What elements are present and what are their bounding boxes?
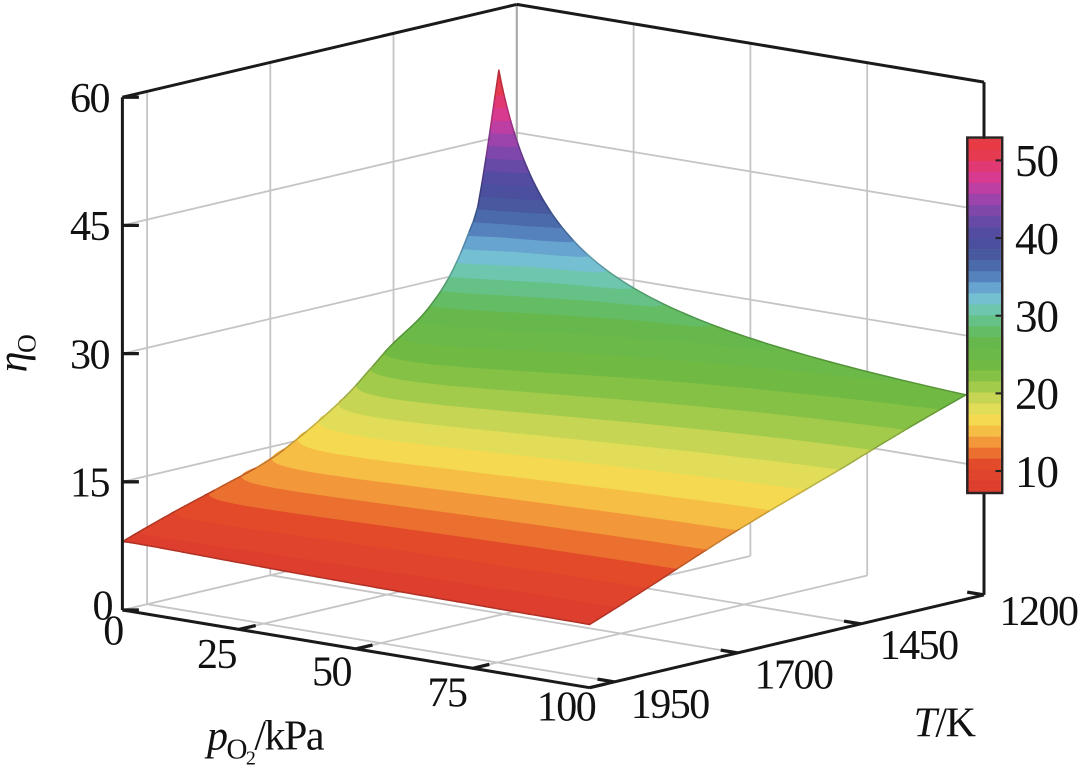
svg-text:45: 45 [70, 204, 110, 250]
svg-text:30: 30 [1015, 291, 1058, 341]
svg-text:10: 10 [1015, 447, 1058, 497]
svg-text:pO2/kPa: pO2/kPa [204, 714, 325, 770]
svg-text:0: 0 [93, 584, 113, 630]
svg-text:25: 25 [197, 632, 237, 678]
svg-text:1950: 1950 [631, 682, 710, 728]
svg-text:1450: 1450 [880, 623, 959, 669]
svg-text:ηO: ηO [0, 335, 42, 372]
svg-text:50: 50 [312, 650, 352, 696]
svg-text:75: 75 [428, 671, 468, 717]
svg-text:0: 0 [103, 609, 123, 655]
svg-text:T/K: T/K [914, 701, 976, 747]
svg-text:100: 100 [537, 685, 596, 731]
svg-text:1700: 1700 [755, 653, 834, 699]
svg-text:1200: 1200 [1000, 589, 1079, 635]
svg-text:15: 15 [70, 461, 110, 507]
svg-text:60: 60 [70, 76, 110, 122]
svg-text:40: 40 [1015, 214, 1058, 264]
svg-text:50: 50 [1015, 136, 1058, 186]
svg-text:20: 20 [1015, 369, 1058, 419]
svg-text:30: 30 [70, 332, 110, 378]
